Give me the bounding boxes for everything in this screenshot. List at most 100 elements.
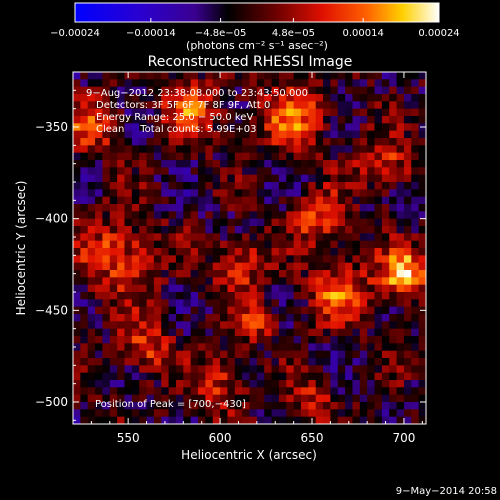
heatmap-cell — [403, 365, 412, 374]
heatmap-cell — [264, 358, 273, 366]
heatmap-cell — [418, 116, 427, 124]
heatmap-cell — [153, 409, 162, 418]
heatmap-cell — [337, 152, 346, 161]
heatmap-cell — [242, 248, 250, 256]
heatmap-cell — [161, 299, 170, 308]
heatmap-cell — [109, 145, 118, 154]
heatmap-cell — [220, 167, 228, 176]
heatmap-cell — [271, 211, 280, 220]
heatmap-cell — [271, 226, 280, 234]
heatmap-cell — [131, 248, 140, 256]
x-tick-label: 650 — [301, 431, 324, 445]
heatmap-cell — [168, 416, 177, 425]
heatmap-cell — [396, 306, 405, 315]
heatmap-cell — [95, 365, 103, 374]
heatmap-cell — [256, 277, 265, 286]
heatmap-cell — [124, 233, 133, 242]
heatmap-cell — [293, 226, 302, 234]
heatmap-cell — [249, 270, 258, 278]
heatmap-cell — [80, 226, 89, 234]
heatmap-cell — [403, 416, 412, 425]
heatmap-cell — [190, 343, 199, 352]
heatmap-cell — [139, 358, 148, 366]
heatmap-cell — [117, 86, 125, 95]
heatmap-cell — [183, 336, 192, 344]
heatmap-cell — [396, 160, 405, 168]
heatmap-cell — [323, 72, 331, 80]
heatmap-cell — [87, 138, 96, 146]
heatmap-cell — [293, 86, 302, 95]
heatmap-cell — [95, 196, 103, 205]
heatmap-cell — [323, 130, 331, 139]
heatmap-cell — [124, 365, 133, 374]
heatmap-cell — [256, 394, 265, 403]
heatmap-cell — [256, 350, 265, 359]
heatmap-cell — [190, 189, 199, 198]
heatmap-cell — [396, 336, 405, 344]
heatmap-cell — [359, 160, 368, 168]
heatmap-cell — [87, 130, 96, 139]
heatmap-cell — [139, 292, 148, 300]
heatmap-cell — [256, 152, 265, 161]
heatmap-cell — [109, 314, 118, 322]
heatmap-cell — [278, 189, 287, 198]
heatmap-cell — [374, 380, 383, 388]
heatmap-cell — [374, 292, 383, 300]
heatmap-cell — [374, 402, 383, 410]
heatmap-cell — [190, 204, 199, 212]
heatmap-cell — [95, 380, 103, 388]
heatmap-cell — [300, 292, 309, 300]
heatmap-cell — [352, 196, 361, 205]
heatmap-cell — [345, 240, 353, 249]
colorbar-tick-label: −0.00014 — [126, 28, 176, 39]
heatmap-cell — [168, 86, 177, 95]
heatmap-cell — [198, 416, 206, 425]
heatmap-cell — [300, 204, 309, 212]
heatmap-cell — [117, 218, 125, 227]
heatmap-cell — [264, 284, 273, 293]
heatmap-cell — [124, 108, 133, 117]
heatmap-cell — [264, 123, 273, 132]
peak-position-label: Position of Peak = [700,−430] — [95, 399, 246, 410]
heatmap-cell — [337, 240, 346, 249]
heatmap-cell — [153, 240, 162, 249]
heatmap-cell — [102, 116, 111, 124]
heatmap-cell — [183, 343, 192, 352]
heatmap-cell — [323, 101, 331, 110]
heatmap-cell — [330, 160, 339, 168]
heatmap-cell — [146, 233, 155, 242]
heatmap-cell — [183, 211, 192, 220]
heatmap-cell — [308, 314, 317, 322]
heatmap-cell — [139, 211, 148, 220]
heatmap-cell — [124, 86, 133, 95]
heatmap-cell — [190, 416, 199, 425]
heatmap-cell — [153, 160, 162, 168]
heatmap-cell — [293, 394, 302, 403]
heatmap-cell — [242, 130, 250, 139]
heatmap-cell — [131, 380, 140, 388]
heatmap-cell — [153, 387, 162, 396]
heatmap-cell — [249, 277, 258, 286]
heatmap-cell — [308, 380, 317, 388]
heatmap-cell — [389, 277, 398, 286]
heatmap-cell — [411, 218, 420, 227]
heatmap-cell — [411, 145, 420, 154]
heatmap-cell — [198, 167, 206, 176]
heatmap-cell — [139, 270, 148, 278]
heatmap-cell — [411, 387, 420, 396]
heatmap-cell — [403, 182, 412, 190]
heatmap-cell — [418, 138, 427, 146]
heatmap-cell — [109, 350, 118, 359]
heatmap-cell — [139, 86, 148, 95]
heatmap-cell — [242, 138, 250, 146]
heatmap-cell — [381, 196, 390, 205]
heatmap-cell — [95, 394, 103, 403]
heatmap-cell — [374, 284, 383, 293]
heatmap-cell — [359, 314, 368, 322]
heatmap-cell — [102, 380, 111, 388]
heatmap-cell — [337, 86, 346, 95]
heatmap-cell — [411, 211, 420, 220]
heatmap-cell — [95, 240, 103, 249]
heatmap-cell — [403, 101, 412, 110]
heatmap-cell — [95, 204, 103, 212]
